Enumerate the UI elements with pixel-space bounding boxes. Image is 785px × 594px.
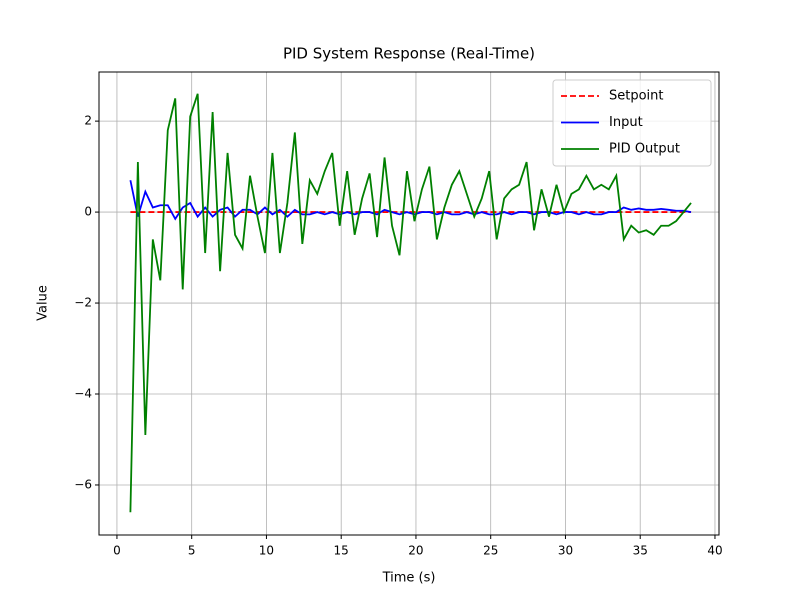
y-tick-label: −6 [74,477,92,491]
y-tick-label: 2 [84,114,92,128]
x-tick-label: 20 [408,544,423,558]
x-tick-label: 30 [558,544,573,558]
y-tick-label: −4 [74,387,92,401]
y-axis-label: Value [36,285,51,321]
legend-box [552,79,712,167]
x-tick-label: 15 [334,544,349,558]
series-line [129,93,692,513]
legend-label: Setpoint [609,89,664,104]
legend-label: PID Output [609,142,680,157]
x-tick-label: 5 [188,544,196,558]
x-tick-label: 35 [633,544,648,558]
x-tick-label: 40 [707,544,722,558]
x-tick-label: 10 [259,544,274,558]
x-axis-label: Time (s) [382,571,436,586]
legend-label: Input [609,115,643,130]
chart-title: PID System Response (Real-Time) [283,45,535,63]
x-tick-label: 0 [113,544,121,558]
y-tick-label: −2 [74,296,92,310]
y-tick-label: 0 [84,205,92,219]
axes-frame [98,71,720,536]
x-tick-label: 25 [483,544,498,558]
